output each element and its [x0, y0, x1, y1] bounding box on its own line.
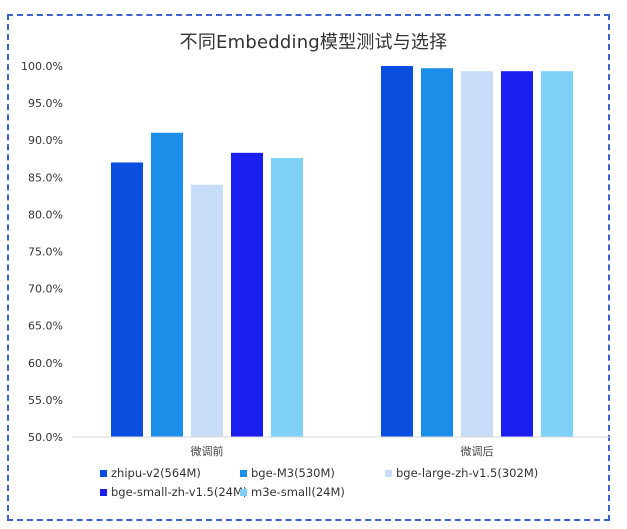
legend-item: bge-large-zh-v1.5(302M)	[385, 466, 538, 480]
legend-item: bge-small-zh-v1.5(24M)	[100, 485, 247, 499]
y-tick-label: 85.0%	[28, 171, 63, 184]
legend-label: bge-large-zh-v1.5(302M)	[396, 466, 539, 480]
legend-label: bge-small-zh-v1.5(24M)	[111, 485, 248, 499]
legend-label: zhipu-v2(564M)	[111, 466, 201, 480]
bar	[271, 158, 303, 437]
y-tick-label: 55.0%	[28, 394, 63, 407]
chart-title: 不同Embedding模型测试与选择	[179, 32, 448, 53]
y-tick-label: 65.0%	[28, 320, 63, 333]
legend-item: m3e-small(24M)	[240, 485, 345, 499]
legend-swatch	[240, 488, 247, 496]
y-tick-label: 90.0%	[28, 134, 63, 147]
bar	[231, 152, 263, 437]
y-tick-label: 60.0%	[28, 357, 63, 370]
x-category-label: 微调前	[191, 444, 224, 458]
legend-swatch	[240, 469, 247, 477]
bar	[461, 71, 493, 437]
bar	[151, 132, 183, 437]
legend-swatch	[385, 469, 392, 477]
legend-item: bge-M3(530M)	[240, 466, 335, 480]
legend-label: m3e-small(24M)	[251, 485, 345, 499]
bar	[111, 162, 143, 437]
x-category-label: 微调后	[461, 444, 494, 458]
y-tick-label: 50.0%	[28, 431, 63, 444]
legend-swatch	[100, 469, 107, 477]
y-tick-label: 95.0%	[28, 97, 63, 110]
bar	[541, 71, 573, 437]
y-tick-label: 70.0%	[28, 283, 63, 296]
y-tick-label: 80.0%	[28, 208, 63, 221]
legend-item: zhipu-v2(564M)	[100, 466, 201, 480]
bar	[381, 66, 413, 437]
legend-label: bge-M3(530M)	[251, 466, 335, 480]
bar	[501, 71, 533, 437]
y-tick-label: 75.0%	[28, 246, 63, 259]
y-tick-label: 100.0%	[21, 60, 63, 73]
bar	[191, 184, 223, 437]
legend-swatch	[100, 488, 107, 496]
bar	[421, 68, 453, 437]
